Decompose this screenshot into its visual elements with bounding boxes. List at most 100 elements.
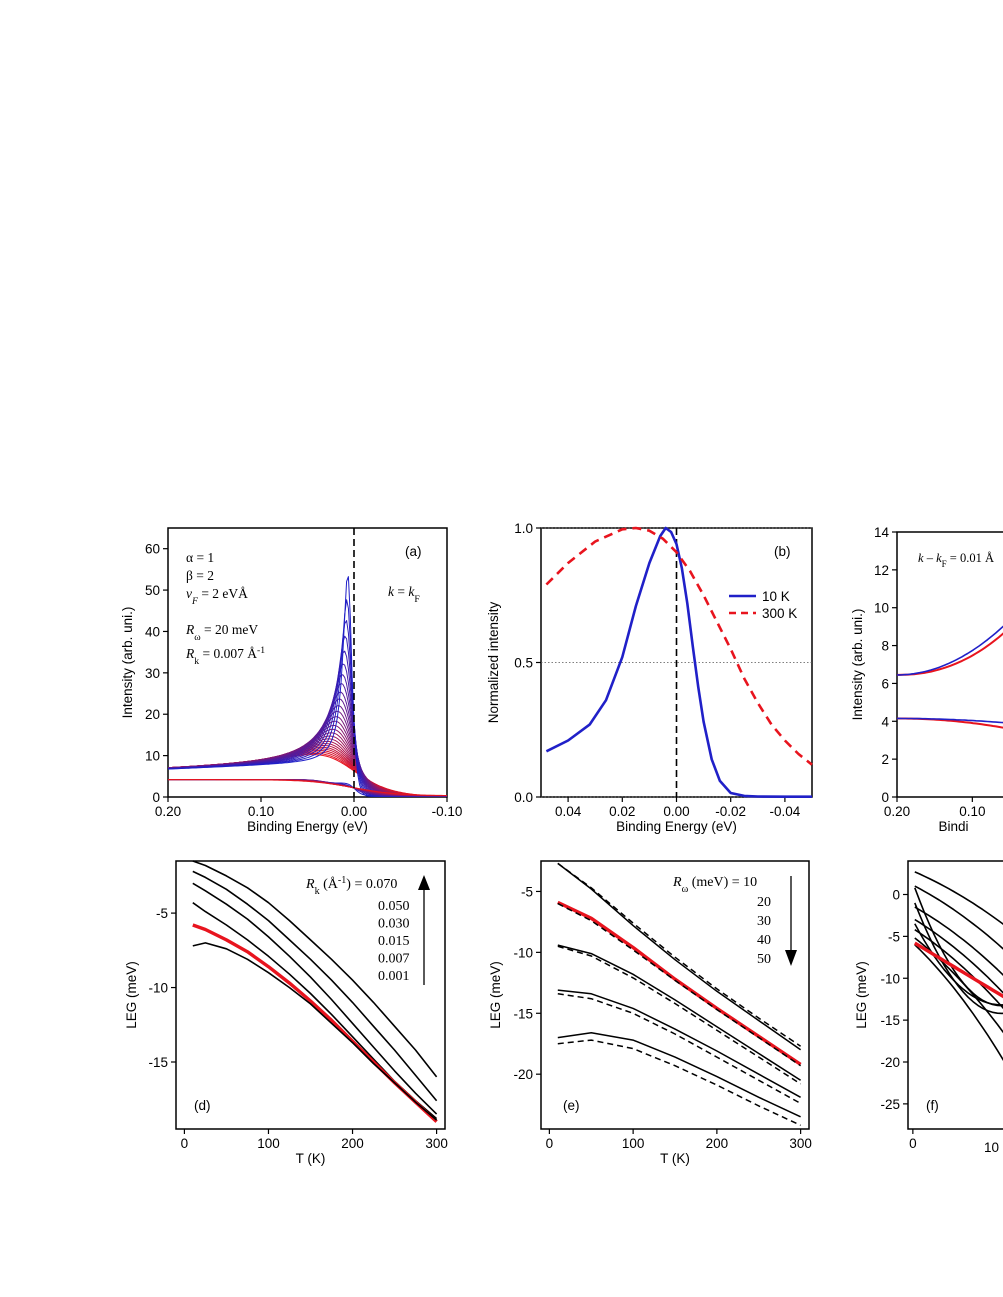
spectrum-curve-15 — [167, 728, 447, 797]
y-tick-label: -20 — [880, 1055, 900, 1070]
leg-steep-curve-1 — [914, 902, 1003, 1015]
y-tick-label: 0 — [881, 790, 889, 805]
x-axis-label: Binding Energy (eV) — [247, 819, 368, 834]
legend-value: 0.015 — [378, 934, 410, 949]
spectrum-curve-25 — [167, 751, 447, 797]
y-tick-label: 30 — [145, 666, 160, 681]
y-axis-label: Normalized intensity — [486, 601, 501, 723]
background-curve-7 — [168, 779, 447, 796]
leg-curve-5 — [192, 942, 438, 1121]
panel-b: 0.04 0.02 0.00 -0.02 -0.04 0.0 0.5 1.0 Binding E… — [486, 521, 813, 834]
leg-curve-4 — [557, 944, 802, 1081]
y-tick-label: 50 — [145, 583, 160, 598]
y-tick-label: -15 — [880, 1013, 900, 1028]
x-tick-label: 0.10 — [248, 804, 274, 819]
x-tick-label: -0.10 — [432, 804, 463, 819]
y-tick-label: 40 — [145, 624, 160, 639]
curve-red-upper — [897, 632, 1003, 676]
y-axis-label: Intensity (arb. uni.) — [120, 607, 135, 719]
leg-curve-9 — [557, 1039, 801, 1126]
leg-curve-5 — [557, 945, 802, 1085]
axes-frame — [896, 531, 1003, 798]
annotation-alpha: α = 1 — [186, 550, 214, 565]
leg-curve-4 — [914, 929, 1003, 1010]
legend-title: Rk (Å-1) = 0.070 — [305, 875, 397, 897]
legend-label: 10 K — [762, 589, 790, 604]
legend-value: 0.001 — [378, 969, 410, 984]
x-tick-label: 200 — [706, 1136, 729, 1151]
y-tick-label: 20 — [145, 707, 160, 722]
x-tick-label-partial: 10 — [984, 1140, 999, 1155]
x-axis-label: Bindi — [938, 819, 968, 834]
leg-curve-1 — [914, 885, 1003, 950]
y-tick-label: -20 — [513, 1067, 533, 1082]
panel-label: (a) — [405, 544, 422, 559]
curve-blue-lower — [897, 717, 1003, 724]
legend-value: 40 — [757, 933, 771, 948]
legend-value: 0.007 — [378, 952, 410, 967]
leg-curve-0 — [557, 862, 802, 1051]
y-tick-label: -10 — [513, 945, 533, 960]
x-axis-label: T (K) — [660, 1151, 690, 1166]
panel-label: (f) — [926, 1098, 939, 1113]
y-tick-label: 10 — [145, 749, 160, 764]
x-axis-label: Binding Energy (eV) — [616, 819, 737, 834]
legend-label: 300 K — [762, 606, 797, 621]
x-tick-label: 200 — [341, 1136, 364, 1151]
x-tick-label: 0.10 — [959, 804, 985, 819]
legend-value: 20 — [757, 895, 771, 910]
x-tick-label: -0.04 — [770, 804, 801, 819]
panel-f: 0 -25 -20 -15 -10 -5 0 LEG (meV) (f) 10 — [854, 860, 1003, 1155]
leg-curve-6 — [914, 944, 1003, 1062]
y-axis-label: LEG (meV) — [488, 961, 503, 1029]
x-tick-label: 300 — [789, 1136, 812, 1151]
leg-curve-0 — [914, 871, 1003, 926]
y-tick-label: -10 — [148, 981, 168, 996]
x-tick-label: 0.00 — [341, 804, 367, 819]
axes-frame — [907, 860, 1003, 1130]
x-tick-label: 0.20 — [884, 804, 910, 819]
y-tick-label: -5 — [888, 929, 900, 944]
panel-label: (d) — [194, 1098, 211, 1113]
panel-label: (e) — [563, 1098, 580, 1113]
legend-value: 50 — [757, 952, 771, 967]
y-tick-label: 4 — [881, 714, 889, 729]
x-tick-label: 300 — [425, 1136, 448, 1151]
spectrum-curve-4 — [167, 650, 447, 797]
y-tick-label: -5 — [156, 906, 168, 921]
x-tick-label: 0 — [546, 1136, 554, 1151]
leg-curve-1 — [557, 862, 802, 1047]
leg-curve-6 — [557, 989, 801, 1098]
leg-curve-3 — [557, 902, 802, 1067]
leg-curve-7 — [557, 993, 801, 1105]
axes-frame — [167, 527, 448, 798]
annotation-k-offset: k – kF = 0.01 Å — [918, 551, 994, 569]
spectrum-curve-5 — [167, 663, 447, 797]
x-tick-label: 0.02 — [609, 804, 635, 819]
panel-d: 0 100 200 300 -15 -10 -5 T (K) LEG (meV) (d) Rk (Å… — [124, 860, 448, 1166]
y-tick-label: -5 — [521, 884, 533, 899]
y-tick-label: -15 — [148, 1055, 168, 1070]
x-tick-label: 0 — [909, 1136, 917, 1151]
x-tick-label: -0.02 — [715, 804, 746, 819]
annotation-vf: vF = 2 eVÅ — [186, 586, 248, 607]
leg-curve-2 — [192, 882, 438, 1115]
x-tick-label: 0.20 — [155, 804, 181, 819]
y-tick-label: 0 — [892, 888, 900, 903]
annotation-r-k: Rk = 0.007 Å-1 — [185, 645, 265, 667]
spectrum-curve-14 — [167, 724, 447, 797]
spectrum-curve-12 — [167, 716, 447, 797]
panel-e: 0 100 200 300 -20 -15 -10 -5 T (K) LEG (meV) (e) Rω… — [488, 860, 812, 1166]
leg-curve-2 — [557, 900, 802, 1066]
y-tick-label: 10 — [874, 601, 889, 616]
axes-frame — [540, 860, 810, 1130]
axes-frame — [175, 860, 446, 1130]
spectrum-curve-0 — [167, 576, 447, 797]
y-axis-label: Intensity (arb. uni.) — [850, 609, 865, 721]
series-line-0 — [545, 526, 812, 799]
y-tick-label: 0.0 — [514, 790, 533, 805]
leg-curve-2 — [914, 906, 1003, 976]
series-line-1 — [545, 526, 813, 766]
leg-curve-8 — [557, 1032, 801, 1118]
